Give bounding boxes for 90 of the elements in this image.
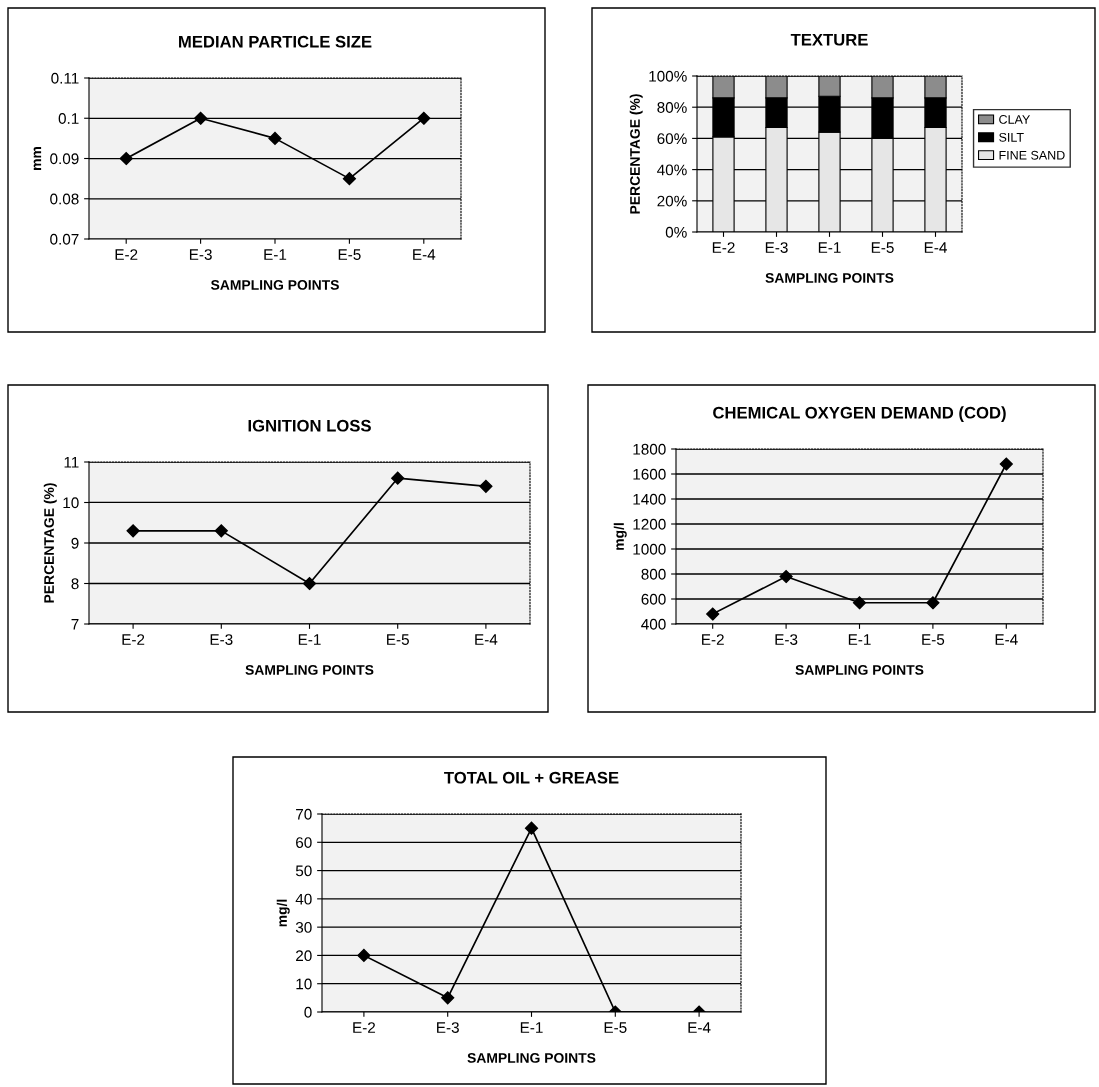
chart-title: TOTAL OIL + GREASE: [444, 771, 619, 784]
y-tick-label: 1600: [633, 468, 666, 480]
x-tick-label: E-2: [115, 249, 138, 260]
y-axis-title: mg/l: [276, 899, 290, 927]
point: [194, 111, 208, 125]
x-axis-title: SAMPLING POINTS: [765, 273, 894, 283]
x-tick-label: E-5: [387, 634, 409, 645]
x-tick-label: E-3: [189, 249, 212, 260]
y-tick-label: 60: [296, 837, 312, 848]
x-tick-label: E-5: [604, 1022, 627, 1033]
y-tick-label: 8: [71, 578, 79, 590]
x-tick-label: E-4: [413, 249, 436, 260]
point: [852, 596, 867, 610]
y-tick-label: 9: [71, 537, 79, 549]
point: [391, 471, 405, 485]
x-tick-label: E-1: [520, 1022, 543, 1033]
y-tick-label: 400: [641, 618, 666, 630]
y-tick-label: 0.11: [51, 72, 79, 84]
chart-title: TEXTURE: [790, 33, 868, 46]
x-tick-label: E-2: [122, 634, 145, 645]
chart-title: IGNITION LOSS: [248, 419, 371, 432]
point: [119, 151, 133, 166]
y-tick-label: 0.08: [50, 193, 79, 205]
point: [999, 457, 1013, 471]
y-tick-label: 70: [296, 808, 312, 820]
y-tick-label: 7: [71, 619, 79, 630]
x-tick-label: E-5: [922, 634, 945, 645]
x-tick-label: E-4: [995, 634, 1018, 645]
y-tick-label: 40%: [657, 164, 687, 176]
point: [342, 172, 356, 186]
x-axis-title: SAMPLING POINTS: [245, 665, 374, 675]
x-tick-label: E-3: [210, 634, 233, 645]
y-tick-label: 30: [295, 922, 312, 933]
y-tick-label: 0: [304, 1006, 312, 1018]
y-tick-label: 11: [64, 457, 79, 468]
y-axis-title: mg/l: [613, 523, 627, 550]
y-tick-label: 800: [641, 568, 666, 580]
legend-label: CLAY: [999, 115, 1031, 124]
point: [302, 576, 317, 591]
y-tick-label: 600: [641, 593, 666, 605]
x-axis-title: SAMPLING POINTS: [210, 280, 339, 290]
x-tick-label: E-5: [338, 249, 361, 260]
y-tick-label: 20: [296, 950, 312, 962]
x-tick-label: E-1: [264, 249, 287, 260]
y-tick-label: 40: [295, 893, 312, 905]
x-axis-title: SAMPLING POINTS: [795, 665, 924, 675]
point: [479, 479, 493, 493]
x-tick-label: E-2: [702, 634, 724, 645]
y-axis-title: mm: [33, 147, 42, 170]
point: [779, 569, 793, 584]
y-tick-label: 0%: [665, 226, 687, 238]
x-tick-label: E-1: [818, 242, 841, 253]
y-tick-label: 1200: [633, 518, 666, 530]
y-axis-title: PERCENTAGE (%): [629, 94, 643, 214]
y-tick-label: 0.09: [50, 153, 79, 165]
x-tick-label: E-4: [924, 242, 947, 253]
chart-title: MEDIAN PARTICLE SIZE: [179, 35, 372, 48]
y-tick-label: 10: [296, 978, 312, 990]
x-tick-label: E-1: [298, 634, 321, 645]
x-tick-label: E-2: [712, 242, 735, 253]
chart-title: CHEMICAL OXYGEN DEMAND (COD): [713, 406, 1006, 422]
x-tick-label: E-3: [765, 242, 788, 253]
legend-label: FINE SAND: [999, 150, 1065, 160]
x-tick-label: E-4: [688, 1022, 711, 1033]
point: [214, 524, 228, 538]
point: [706, 607, 720, 621]
point: [417, 111, 431, 125]
x-tick-label: E-3: [775, 634, 798, 645]
legend-label: SILT: [999, 132, 1024, 142]
point: [926, 596, 940, 610]
point: [268, 131, 282, 145]
x-axis-title: SAMPLING POINTS: [467, 1053, 596, 1063]
y-tick-label: 80%: [657, 102, 687, 113]
y-tick-label: 60%: [657, 133, 687, 145]
point: [126, 524, 140, 538]
x-tick-label: E-3: [437, 1022, 459, 1033]
y-axis-title: PERCENTAGE (%): [43, 483, 57, 603]
x-tick-label: E-2: [353, 1022, 376, 1033]
y-tick-label: 0.1: [58, 113, 79, 124]
y-tick-label: 1800: [633, 443, 666, 455]
y-tick-label: 10: [63, 497, 79, 509]
x-tick-label: E-4: [475, 634, 498, 645]
y-tick-label: 20%: [657, 195, 687, 207]
y-tick-label: 50: [295, 865, 312, 877]
x-tick-label: E-5: [871, 242, 894, 253]
y-tick-label: 1400: [633, 493, 666, 505]
y-tick-label: 0.07: [50, 233, 79, 245]
y-tick-label: 100%: [649, 70, 687, 82]
y-tick-label: 1000: [633, 543, 666, 555]
x-tick-label: E-1: [848, 634, 871, 645]
